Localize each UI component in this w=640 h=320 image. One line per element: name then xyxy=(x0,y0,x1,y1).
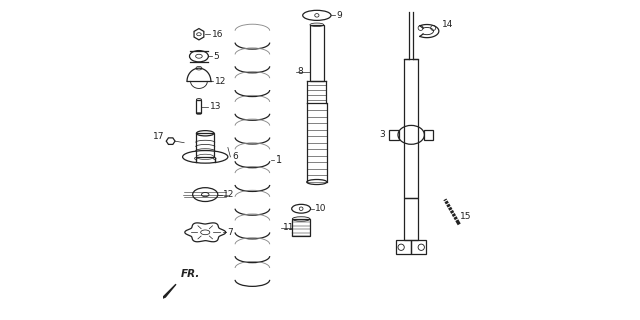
Text: 3: 3 xyxy=(379,130,385,139)
Text: 14: 14 xyxy=(442,20,453,29)
Text: 17: 17 xyxy=(153,132,164,141)
Bar xyxy=(292,219,310,236)
Bar xyxy=(404,198,418,240)
Bar xyxy=(404,60,418,198)
Text: FR.: FR. xyxy=(180,268,200,278)
Text: 13: 13 xyxy=(210,102,221,111)
Bar xyxy=(310,25,324,81)
Text: 8: 8 xyxy=(298,68,303,76)
Text: 7: 7 xyxy=(228,228,234,237)
Polygon shape xyxy=(161,284,176,299)
Bar xyxy=(389,130,399,140)
Bar xyxy=(411,240,426,254)
Text: 11: 11 xyxy=(283,223,294,232)
Text: 5: 5 xyxy=(214,52,220,61)
Bar xyxy=(396,240,411,254)
Text: 12: 12 xyxy=(223,190,234,199)
Text: 16: 16 xyxy=(211,30,223,39)
Text: 15: 15 xyxy=(460,212,472,221)
Bar xyxy=(196,100,202,114)
Text: 6: 6 xyxy=(232,152,237,161)
Text: 12: 12 xyxy=(214,77,226,86)
Text: 9: 9 xyxy=(337,11,342,20)
Text: 1: 1 xyxy=(276,155,282,165)
Bar xyxy=(424,130,433,140)
Bar xyxy=(196,133,214,157)
Text: 10: 10 xyxy=(316,204,327,213)
